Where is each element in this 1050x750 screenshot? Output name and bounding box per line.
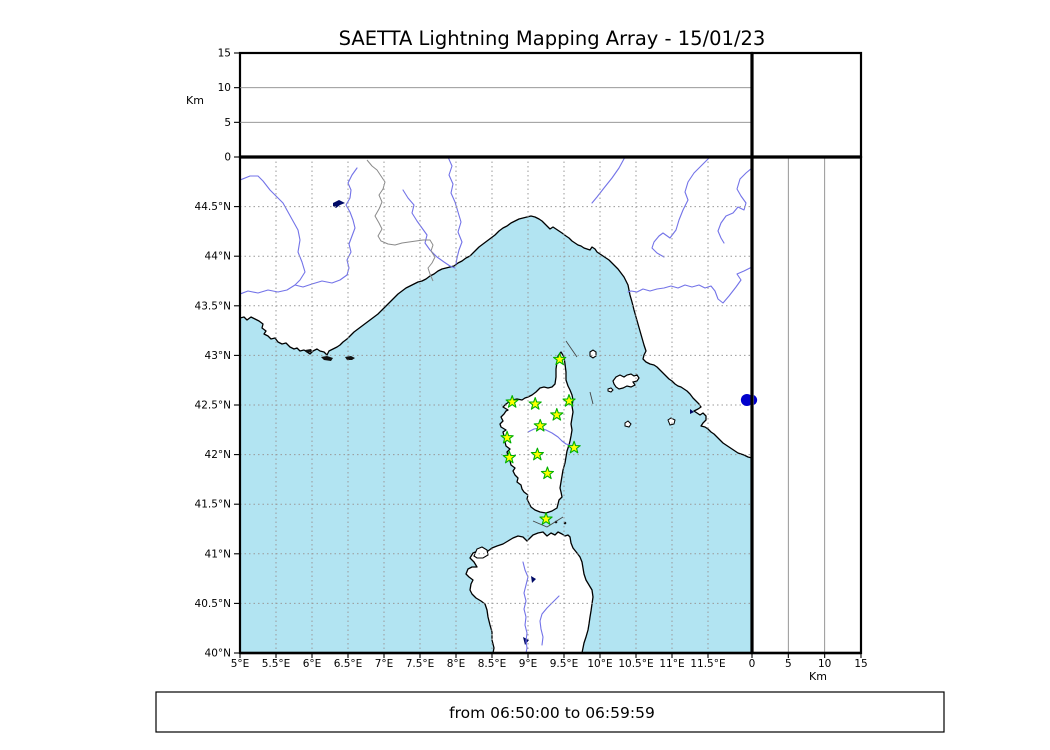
map-graticule xyxy=(241,158,751,652)
alt-tick-label: 0 xyxy=(224,152,231,164)
river-durance-tributary xyxy=(241,175,306,286)
right-panel-axis-ticks: 0 5 10 15 xyxy=(749,653,868,670)
top-altitude-panel: 0 5 10 15 Km xyxy=(186,48,754,164)
map-line-mark xyxy=(565,340,578,358)
elba-island xyxy=(612,373,640,390)
time-range-text: from 06:50:00 to 06:59:59 xyxy=(449,704,655,722)
river-po-valley-c xyxy=(717,168,751,244)
lon-tick-label: 5.5°E xyxy=(262,658,291,670)
lma-station-marker xyxy=(567,440,581,454)
map-line-mark xyxy=(589,391,594,405)
lon-tick-label: 10.5°E xyxy=(618,658,653,670)
lma-station-marker xyxy=(550,407,564,421)
top-km-axis-label: Km xyxy=(186,94,204,107)
lon-tick-label: 8.5°E xyxy=(478,658,507,670)
lon-tick-label: 6.5°E xyxy=(334,658,363,670)
river-po-valley-b xyxy=(651,158,710,258)
lake-serre-poncon xyxy=(333,200,345,208)
corsica-island xyxy=(499,351,574,514)
montecristo-island xyxy=(624,420,632,428)
lightning-source-altitude xyxy=(753,395,758,405)
lon-tick-label: 9.5°E xyxy=(550,658,579,670)
right-km-axis-label: Km xyxy=(809,670,827,683)
alt-tick-label: 5 xyxy=(224,117,231,129)
lma-station-marker xyxy=(502,450,516,464)
lon-tick-label: 9°E xyxy=(519,658,538,670)
lightning-source-alt-dot xyxy=(753,395,758,405)
lat-tick-label: 40°N xyxy=(205,648,231,660)
footer: from 06:50:00 to 06:59:59 xyxy=(155,691,945,733)
lon-tick-label: 8°E xyxy=(447,658,466,670)
alt-tick-label: 10 xyxy=(218,82,231,94)
lma-station-marker xyxy=(528,397,542,410)
lon-tick-label: 10°E xyxy=(587,658,612,670)
alt-tick-label: 0 xyxy=(749,658,756,670)
asinara-island xyxy=(473,546,489,559)
giglio-island xyxy=(667,417,676,426)
lat-tick-label: 42°N xyxy=(205,449,231,461)
top-panel-grid xyxy=(240,87,752,123)
right-panel-data xyxy=(753,395,758,405)
alt-tick-label: 10 xyxy=(818,658,831,670)
lma-station-marker xyxy=(553,352,567,366)
top-panel-frame xyxy=(238,51,754,159)
map-line-mark xyxy=(532,516,564,528)
lma-station-marker xyxy=(505,395,519,408)
lma-station-marker xyxy=(500,430,514,444)
river-durance xyxy=(241,167,358,295)
lma-stations xyxy=(500,352,581,525)
lat-tick-label: 40.5°N xyxy=(195,598,231,610)
right-altitude-panel: 0 5 10 15 Km xyxy=(749,155,868,683)
lat-tick-label: 42.5°N xyxy=(195,400,231,412)
map-geography xyxy=(241,158,751,652)
lma-station-marker xyxy=(533,418,547,432)
lon-tick-label: 7°E xyxy=(375,658,394,670)
lma-station-marker xyxy=(540,466,555,480)
alt-tick-label: 15 xyxy=(854,658,867,670)
pianosa-island xyxy=(607,387,614,393)
lma-station-marker xyxy=(530,447,544,461)
river-po-valley-a xyxy=(591,158,626,204)
map-axis-ticks: 5°E 5.5°E 6°E 6.5°E 7°E 7.5°E 8°E 8.5°E 9°E 9.5°E… xyxy=(195,201,726,670)
right-panel-frame xyxy=(750,155,863,655)
lat-tick-label: 44°N xyxy=(205,251,231,263)
lat-tick-label: 41.5°N xyxy=(195,499,231,511)
alt-tick-label: 5 xyxy=(785,658,792,670)
lon-tick-label: 6°E xyxy=(303,658,322,670)
capraia-island xyxy=(589,349,597,359)
lon-tick-label: 11.5°E xyxy=(690,658,725,670)
map-panel: 5°E 5.5°E 6°E 6.5°E 7°E 7.5°E 8°E 8.5°E 9°E 9.5°E… xyxy=(195,155,754,670)
hyeres-islands xyxy=(305,349,355,361)
river-arno xyxy=(627,266,751,304)
lma-station-marker xyxy=(539,512,553,525)
lat-tick-label: 41°N xyxy=(205,548,231,560)
lat-tick-label: 43°N xyxy=(205,350,231,362)
corner-panel xyxy=(750,51,863,159)
time-range-box xyxy=(155,691,945,733)
figure-title: SAETTA Lightning Mapping Array - 15/01/2… xyxy=(339,27,766,50)
alt-tick-label: 15 xyxy=(218,48,231,60)
river-golo xyxy=(527,427,571,446)
right-panel-grid xyxy=(787,157,826,653)
corner-panel-frame xyxy=(750,51,863,159)
river-var xyxy=(402,189,456,269)
lat-tick-label: 44.5°N xyxy=(195,201,231,213)
top-panel-axis-ticks: 0 5 10 15 xyxy=(218,48,240,164)
lightning-source-dot xyxy=(740,394,751,407)
lon-tick-label: 5°E xyxy=(231,658,250,670)
lat-tick-label: 43.5°N xyxy=(195,300,231,312)
lon-tick-label: 7.5°E xyxy=(406,658,435,670)
lon-tick-label: 11°E xyxy=(659,658,684,670)
river-var-branch xyxy=(447,158,463,265)
rivers xyxy=(241,158,751,652)
lma-station-marker xyxy=(562,394,576,407)
lightning-sources xyxy=(740,394,751,407)
